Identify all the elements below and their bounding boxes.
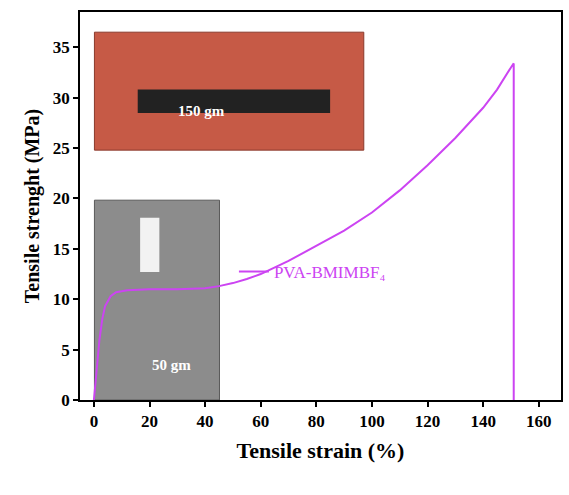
svg-text:140: 140 [470, 412, 496, 431]
svg-text:20: 20 [141, 412, 158, 431]
svg-text:30: 30 [53, 89, 70, 108]
svg-text:80: 80 [308, 412, 325, 431]
svg-text:Tensile strain (%): Tensile strain (%) [237, 438, 405, 463]
svg-text:120: 120 [415, 412, 441, 431]
svg-text:150 gm: 150 gm [178, 103, 225, 119]
svg-text:60: 60 [252, 412, 269, 431]
svg-text:0: 0 [90, 412, 99, 431]
svg-text:50 gm: 50 gm [152, 357, 191, 373]
svg-text:Tensile strenght (MPa): Tensile strenght (MPa) [21, 109, 44, 303]
svg-text:35: 35 [53, 38, 70, 57]
svg-text:25: 25 [53, 139, 70, 158]
svg-text:PVA-BMIMBF₄: PVA-BMIMBF₄ [274, 263, 386, 282]
svg-text:0: 0 [61, 391, 70, 410]
svg-text:40: 40 [197, 412, 214, 431]
svg-text:15: 15 [53, 240, 70, 259]
svg-text:20: 20 [53, 189, 70, 208]
svg-text:5: 5 [61, 341, 70, 360]
svg-text:10: 10 [53, 290, 70, 309]
svg-text:100: 100 [359, 412, 385, 431]
svg-text:160: 160 [526, 412, 552, 431]
